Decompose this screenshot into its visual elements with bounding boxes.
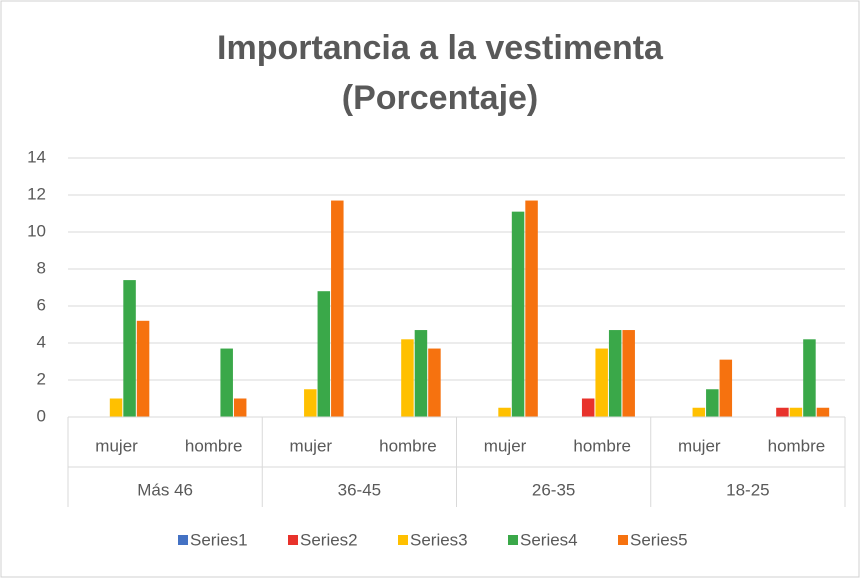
x-tick-label: hombre <box>185 436 243 455</box>
x-tick-label: mujer <box>678 436 721 455</box>
bar <box>622 330 635 417</box>
legend-label: Series5 <box>630 530 688 549</box>
y-tick-label: 6 <box>37 295 46 314</box>
legend-swatch <box>508 535 518 545</box>
y-tick-label: 14 <box>27 147 46 166</box>
bar <box>706 389 719 417</box>
x-tick-label: mujer <box>484 436 527 455</box>
x-tick-label: hombre <box>379 436 437 455</box>
bar <box>776 407 789 417</box>
bar <box>304 389 317 417</box>
y-tick-label: 12 <box>27 184 46 203</box>
bar <box>233 398 247 417</box>
x-tick-label: mujer <box>290 436 333 455</box>
bar <box>719 359 733 417</box>
bar <box>608 330 622 417</box>
bar <box>401 339 414 417</box>
legend-label: Series3 <box>410 530 468 549</box>
legend-swatch <box>398 535 408 545</box>
bar <box>803 339 816 417</box>
y-tick-label: 10 <box>27 221 46 240</box>
legend-label: Series1 <box>190 530 248 549</box>
bar <box>816 407 830 417</box>
y-tick-label: 8 <box>37 258 46 277</box>
x-tick-label: hombre <box>768 436 826 455</box>
bar <box>123 280 136 417</box>
x-tick-label: mujer <box>95 436 138 455</box>
bar <box>331 200 344 417</box>
bar <box>789 407 803 417</box>
y-tick-label: 0 <box>37 406 46 425</box>
bar <box>136 320 150 417</box>
legend-swatch <box>618 535 628 545</box>
legend-label: Series4 <box>520 530 578 549</box>
chart-title: Importancia a la vestimenta <box>217 29 664 67</box>
bar <box>317 291 331 417</box>
x-group-label: 36-45 <box>338 480 381 499</box>
x-group-label: 18-25 <box>726 480 769 499</box>
bar <box>109 398 123 417</box>
bar <box>595 348 608 417</box>
bar <box>692 407 706 417</box>
bar <box>414 330 428 417</box>
x-group-label: 26-35 <box>532 480 575 499</box>
bar <box>525 200 538 417</box>
bar <box>511 211 525 417</box>
chart-title: (Porcentaje) <box>342 79 539 117</box>
x-tick-label: hombre <box>573 436 631 455</box>
x-group-label: Más 46 <box>137 480 193 499</box>
bar <box>428 348 441 417</box>
legend-swatch <box>178 535 188 545</box>
bar <box>581 398 595 417</box>
bar <box>498 407 511 417</box>
legend-swatch <box>288 535 298 545</box>
y-tick-label: 2 <box>37 369 46 388</box>
legend-label: Series2 <box>300 530 358 549</box>
y-tick-label: 4 <box>37 332 46 351</box>
bar <box>220 348 233 417</box>
